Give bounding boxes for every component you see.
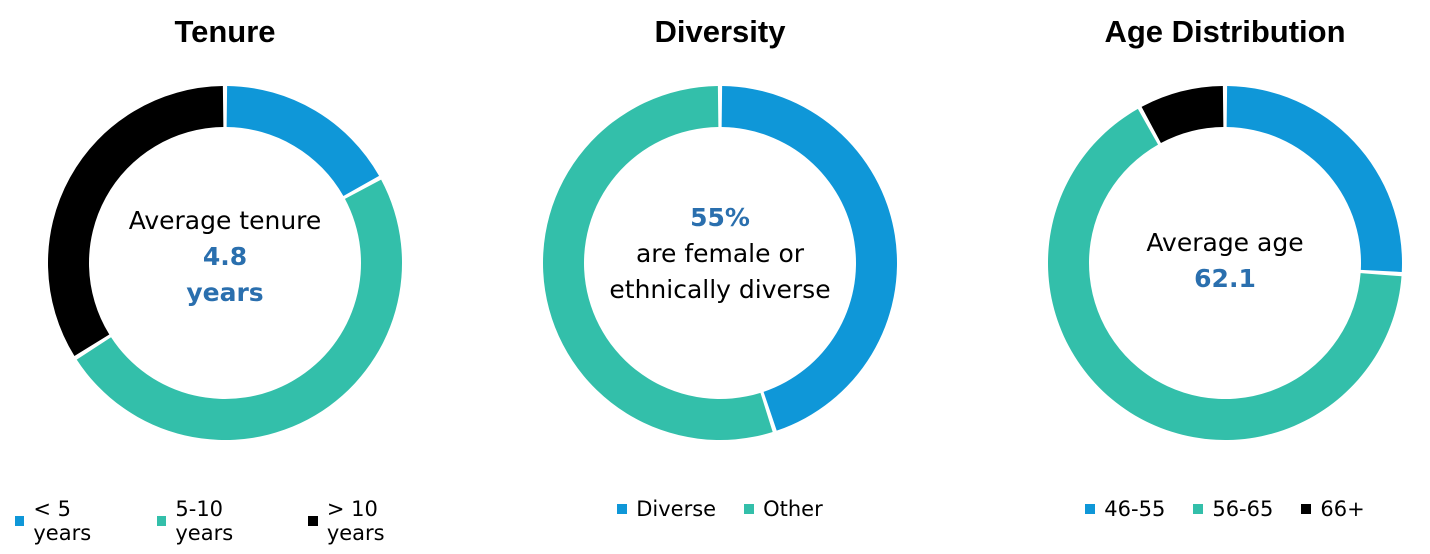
center-label: Average tenure xyxy=(128,206,322,235)
donut-slice-10-years xyxy=(48,86,224,357)
center-line: are female or xyxy=(635,239,805,268)
legend-label: 46-55 xyxy=(1104,497,1166,521)
donut-slice-diverse xyxy=(721,86,897,431)
legend-label: > 10 years xyxy=(326,497,385,545)
legend-item: 56-65 xyxy=(1193,497,1273,521)
legend-item: Diverse xyxy=(617,497,716,521)
legend-item: < 5 years xyxy=(15,497,129,545)
donut-slice-5-years xyxy=(226,86,380,197)
donut-slice-other xyxy=(543,86,773,440)
legend-item: > 10 years xyxy=(308,497,435,545)
diversity-donut xyxy=(543,86,897,440)
legend-swatch-icon xyxy=(1193,504,1204,514)
center-value: 55% xyxy=(690,203,750,232)
legend-swatch-icon xyxy=(1301,504,1312,514)
legend-label: Other xyxy=(763,497,823,521)
legend-swatch-icon xyxy=(15,516,25,526)
legend-label: 66+ xyxy=(1320,497,1365,521)
legend-label: 5-10 years xyxy=(175,497,234,545)
diversity-center-label: 55% are female or ethnically diverse xyxy=(510,200,930,308)
age-center-label: Average age 62.1 xyxy=(1015,225,1430,297)
legend-label: 56-65 xyxy=(1212,497,1274,521)
chart-title: Age Distribution xyxy=(1104,14,1346,49)
legend-label: < 5 years xyxy=(33,497,92,545)
tenure-center-label: Average tenure 4.8 years xyxy=(15,203,435,311)
legend: Diverse Other xyxy=(510,497,930,521)
center-value: 4.8 xyxy=(202,242,248,271)
donut-slice-66 xyxy=(1141,86,1224,144)
center-unit: years xyxy=(186,278,264,307)
donut-slice-5-10-years xyxy=(76,179,403,441)
legend-swatch-icon xyxy=(617,504,628,514)
donut-slice-46-55 xyxy=(1226,86,1402,272)
legend-swatch-icon xyxy=(744,504,755,514)
tenure-donut xyxy=(48,86,403,441)
center-value: 62.1 xyxy=(1194,264,1256,293)
diversity-chart: Diversity 55% are female or ethnically d… xyxy=(510,0,930,554)
legend-label: Diverse xyxy=(636,497,717,521)
legend-item: 46-55 xyxy=(1085,497,1165,521)
legend-swatch-icon xyxy=(157,516,167,526)
chart-title: Diversity xyxy=(654,14,786,49)
legend: < 5 years 5-10 years > 10 years xyxy=(15,497,435,545)
legend-item: 5-10 years xyxy=(157,497,280,545)
legend: 46-55 56-65 66+ xyxy=(1015,497,1430,521)
age-donut xyxy=(1048,86,1402,441)
tenure-chart: Tenure Average tenure 4.8 years < 5 year… xyxy=(15,0,435,554)
legend-swatch-icon xyxy=(308,516,318,526)
chart-title: Tenure xyxy=(174,14,276,49)
legend-swatch-icon xyxy=(1085,504,1096,514)
legend-item: 66+ xyxy=(1301,497,1365,521)
center-label: Average age xyxy=(1146,228,1304,257)
legend-item: Other xyxy=(744,497,823,521)
center-line: ethnically diverse xyxy=(609,275,831,304)
age-distribution-chart: Age Distribution Average age 62.1 46-55 … xyxy=(1015,0,1430,554)
